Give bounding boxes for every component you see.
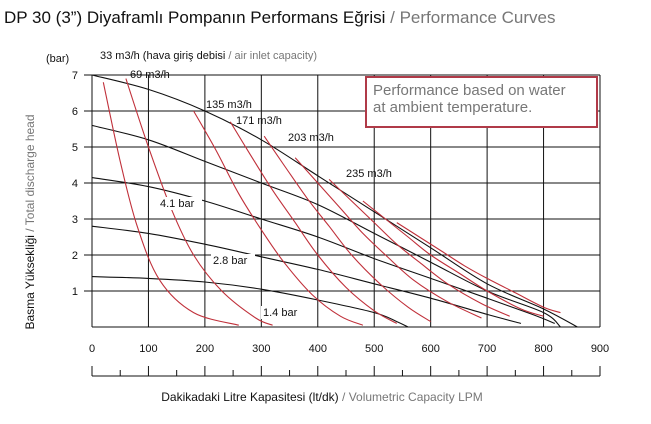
air-curve-label: 171 m3/h [236,115,282,127]
chart-title-tr: DP 30 (3”) Diyaframlı Pompanın Performan… [4,8,386,27]
y-tick-label: 3 [72,214,78,226]
air-curve [396,222,561,314]
curve-labels: 4.1 bar 2.8 bar 1.4 bar 33 m3/h (hava giriş… [100,50,392,319]
x-tick-label: 400 [309,343,327,355]
pressure-label-bg [261,306,305,319]
air-curve [193,110,364,326]
performance-note: Performance based on water at ambient te… [365,76,598,128]
pressure-curve [91,74,578,328]
performance-note-line1: Performance based on water [373,82,566,99]
x-tick-label: 900 [591,343,609,355]
air-curve [328,179,510,317]
air-curve [125,78,273,326]
pressure-curve-label: 1.4 bar [263,307,298,319]
pressure-curve-label: 4.1 bar [160,198,195,210]
x-tick-label: 200 [196,343,214,355]
x-tick-label: 100 [139,343,157,355]
chart-title-en: Performance Curves [399,8,556,27]
x-axis-title: Dakikadaki Litre Kapasitesi (lt/dk) / Vo… [161,390,483,404]
x-tick-label: 600 [421,343,439,355]
pressure-curve-label: 2.8 bar [213,255,248,267]
chart-title: DP 30 (3”) Diyaframlı Pompanın Performan… [4,8,555,28]
pressure-curve [91,276,409,328]
chart-title-separator: / [390,8,395,27]
y-tick-label: 1 [72,286,78,298]
x-tick-label: 0 [89,343,95,355]
x-tick-label: 700 [478,343,496,355]
air-curves [102,78,561,326]
air-curve-label: 69 m3/h [130,69,170,81]
x-tick-label: 300 [252,343,270,355]
pressure-curve [91,225,522,324]
pressure-label-bg [158,197,202,210]
y-axis-title: Basma Yüksekliği / Total discharge head [23,114,37,329]
pressure-label-bg [211,254,255,267]
air-curve [294,157,482,319]
air-curve-label: 235 m3/h [346,168,392,180]
pressure-curve [91,124,561,328]
air-curve-label: 33 m3/h (hava giriş debisi / air inlet c… [100,50,317,62]
y-tick-label: 6 [72,106,78,118]
air-curve [229,121,398,324]
air-curve-label: 203 m3/h [288,132,334,144]
performance-note-line2: at ambient temperature. [373,99,533,116]
y-tick-label: 4 [72,178,78,190]
chart-grid [84,74,601,377]
y-tick-label: 5 [72,142,78,154]
axis-ticks: 0 100 200 300 400 500 600 700 800 900 1 2 3 4 5 6 7 [72,70,609,355]
air-curve [102,82,239,326]
x-tick-label: 800 [534,343,552,355]
air-curve [362,200,544,317]
air-curve-label: 135 m3/h [206,99,252,111]
y-tick-label: 7 [72,70,78,82]
y-tick-label: 2 [72,250,78,262]
x-tick-label: 500 [365,343,383,355]
air-curve [263,135,431,323]
y-unit-label: (bar) [46,53,69,65]
